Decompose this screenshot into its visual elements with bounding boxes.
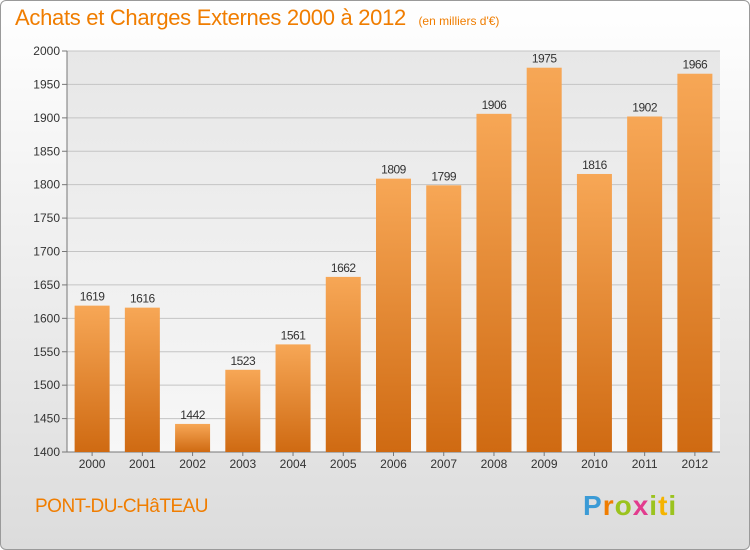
brand-letter: i: [668, 490, 678, 521]
y-tick-label: 1800: [33, 178, 60, 192]
bar: [275, 344, 311, 452]
bar-value-label: 1619: [80, 290, 106, 304]
bar: [225, 369, 261, 452]
x-tick-label: 2012: [682, 457, 709, 471]
bar-value-label: 1966: [683, 58, 709, 72]
y-tick-label: 1600: [33, 311, 60, 325]
x-tick-label: 2008: [481, 457, 508, 471]
brand-letter: r: [602, 490, 615, 521]
x-tick-label: 2011: [632, 457, 658, 471]
y-tick-label: 2000: [33, 44, 60, 58]
y-tick-label: 1750: [33, 211, 60, 225]
bar-value-label: 1662: [331, 261, 357, 275]
y-tick-label: 1950: [33, 77, 60, 91]
bar: [476, 113, 512, 452]
x-tick-label: 2001: [129, 457, 156, 471]
brand-letter: P: [583, 490, 603, 521]
bar-value-label: 1442: [180, 408, 206, 422]
bar: [677, 73, 713, 453]
bar: [376, 178, 411, 452]
y-tick-label: 1550: [33, 345, 60, 359]
bar-value-label: 1906: [482, 98, 508, 112]
bar-value-label: 1616: [130, 292, 156, 306]
y-tick-label: 1400: [33, 445, 60, 459]
y-tick-label: 1650: [33, 278, 60, 292]
y-tick-label: 1700: [33, 245, 60, 259]
y-tick-label: 1500: [33, 378, 60, 392]
bar-value-label: 1799: [431, 169, 457, 183]
proxiti-logo: Proxiti: [583, 490, 677, 522]
bar-value-label: 1816: [582, 158, 608, 172]
brand-letter: t: [658, 490, 669, 521]
x-tick-label: 2003: [229, 457, 256, 471]
brand-letter: x: [632, 490, 650, 521]
bar: [627, 116, 663, 452]
y-tick-label: 1450: [33, 412, 60, 426]
x-tick-label: 2007: [430, 457, 457, 471]
x-tick-label: 2004: [280, 457, 307, 471]
bar-value-label: 1561: [281, 328, 307, 342]
chart-title: Achats et Charges Externes 2000 à 2012: [15, 5, 406, 30]
bar-value-label: 1975: [532, 52, 558, 66]
y-tick-label: 1850: [33, 144, 60, 158]
town-label: PONT-DU-CHâTEAU: [35, 496, 209, 517]
chart-subtitle: (en milliers d'€): [418, 14, 500, 28]
bar-value-label: 1523: [230, 354, 256, 368]
brand-letter: i: [649, 490, 659, 521]
y-tick-label: 1900: [33, 111, 60, 125]
x-tick-label: 2002: [179, 457, 206, 471]
brand-letter: o: [614, 490, 633, 521]
title-row: Achats et Charges Externes 2000 à 2012 (…: [15, 5, 499, 31]
bar: [325, 276, 361, 452]
x-tick-label: 2009: [531, 457, 558, 471]
bar-value-label: 1902: [632, 100, 658, 114]
x-tick-label: 2006: [380, 457, 407, 471]
bar: [526, 67, 562, 452]
x-tick-label: 2000: [79, 457, 106, 471]
bar: [576, 173, 612, 452]
x-tick-label: 2010: [581, 457, 608, 471]
bar: [175, 423, 211, 452]
bar: [426, 185, 462, 452]
x-tick-label: 2005: [330, 457, 357, 471]
bar: [74, 305, 110, 452]
bar: [124, 307, 160, 452]
bar-value-label: 1809: [381, 163, 407, 177]
